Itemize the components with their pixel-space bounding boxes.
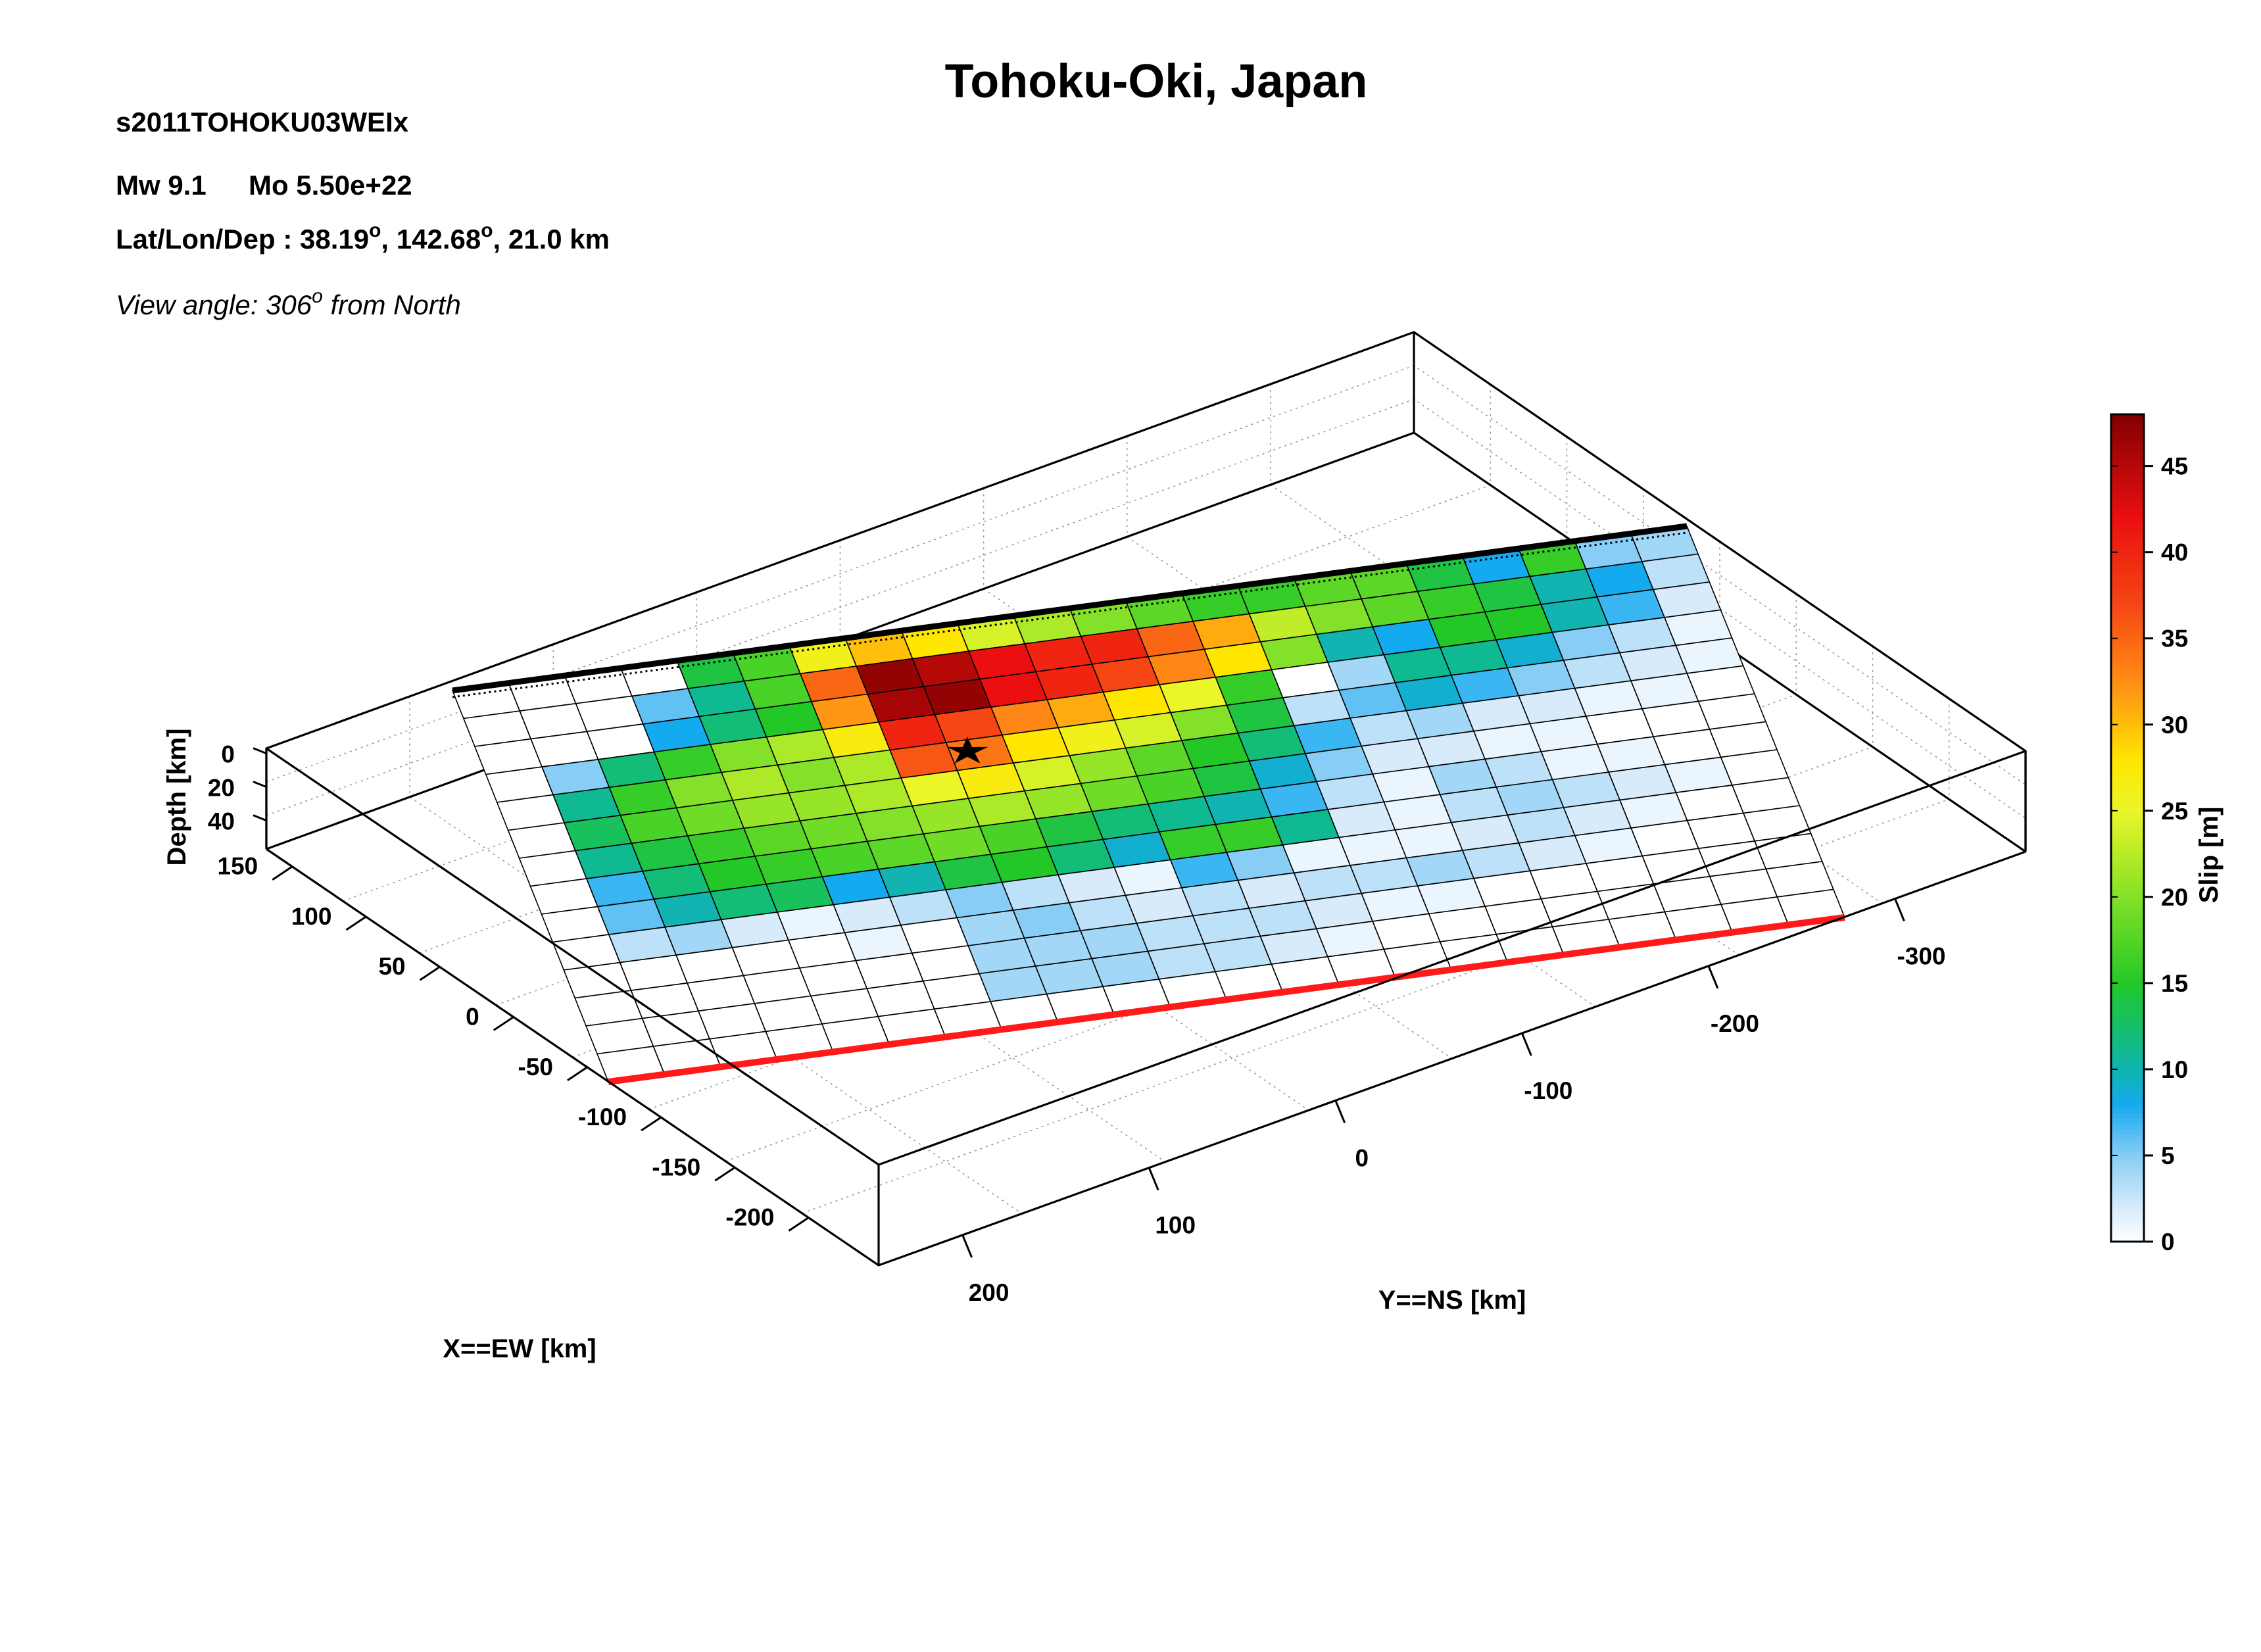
y-tick-label: 200	[969, 1279, 1009, 1306]
fault-bottom-edge	[608, 914, 1845, 1085]
colorbar-tick-label: 5	[2161, 1142, 2175, 1169]
axes-box-front	[265, 747, 2027, 1267]
colorbar-tick-label: 25	[2161, 798, 2188, 825]
z-tick-label: 0	[221, 741, 235, 768]
x-axis-label: X==EW [km]	[443, 1334, 596, 1363]
colorbar: 0 5 10 15 20 25 30 35 40 45	[2110, 413, 2188, 1255]
colorbar-label: Slip [m]	[2195, 807, 2224, 904]
location-dep: , 21.0 km	[493, 224, 610, 255]
y-tick-label: 0	[1355, 1144, 1369, 1171]
colorbar-tick-label: 10	[2161, 1056, 2188, 1083]
view-angle-line: View angle: 306o from North	[116, 285, 461, 320]
location-lon: , 142.68	[381, 224, 481, 255]
degree-symbol-view: o	[312, 285, 323, 307]
x-tick-label: -50	[518, 1054, 552, 1081]
colorbar-tick-label: 35	[2161, 625, 2188, 652]
colorbar-tick-label: 30	[2161, 712, 2188, 739]
magnitude-label: Mw 9.1	[116, 170, 207, 201]
x-tick-label: -100	[578, 1104, 627, 1130]
z-tick-label: 40	[208, 808, 235, 835]
z-tick-label: 20	[208, 775, 235, 802]
view-angle-prefix: View angle: 306	[116, 289, 312, 320]
x-tick-label: -150	[652, 1154, 700, 1180]
fault-edges	[452, 523, 1845, 1085]
x-tick-label: 150	[218, 853, 258, 880]
colorbar-tick-label: 45	[2161, 453, 2188, 480]
fault-plane	[451, 525, 1846, 1082]
event-id: s2011TOHOKU03WEIx	[116, 107, 409, 137]
x-tick-label: 0	[466, 1003, 479, 1030]
colorbar-tick-label: 20	[2161, 884, 2188, 911]
colorbar-tick-label: 0	[2161, 1228, 2175, 1255]
x-tick-label: -200	[725, 1204, 774, 1231]
y-tick-label: -300	[1897, 943, 1945, 970]
moment-label: Mo 5.50e+22	[249, 170, 412, 201]
y-tick-label: 100	[1155, 1212, 1196, 1239]
y-axis-label: Y==NS [km]	[1378, 1286, 1526, 1315]
location-line: Lat/Lon/Dep : 38.19o, 142.68o, 21.0 km	[116, 220, 610, 255]
trench-hatch	[452, 531, 1688, 698]
y-tick-label: -200	[1711, 1010, 1759, 1037]
x-tick-label: 50	[378, 953, 405, 980]
x-tick-label: 100	[291, 903, 332, 930]
chart-title: Tohoku-Oki, Japan	[945, 55, 1368, 108]
colorbar-tick-label: 40	[2161, 539, 2188, 566]
view-angle-suffix: from North	[323, 289, 461, 320]
degree-symbol-lon: o	[481, 220, 493, 241]
location-lat: Lat/Lon/Dep : 38.19	[116, 224, 369, 255]
colorbar-tick-label: 15	[2161, 970, 2188, 997]
trench-line	[452, 523, 1688, 694]
hypocenter-star-icon	[946, 737, 988, 764]
z-axis-label: Depth [km]	[162, 729, 191, 866]
axis-ticks: 150100500-50-100-150-2002001000-100-200-…	[208, 741, 1946, 1306]
degree-symbol-lat: o	[369, 220, 381, 241]
y-tick-label: -100	[1524, 1077, 1572, 1104]
